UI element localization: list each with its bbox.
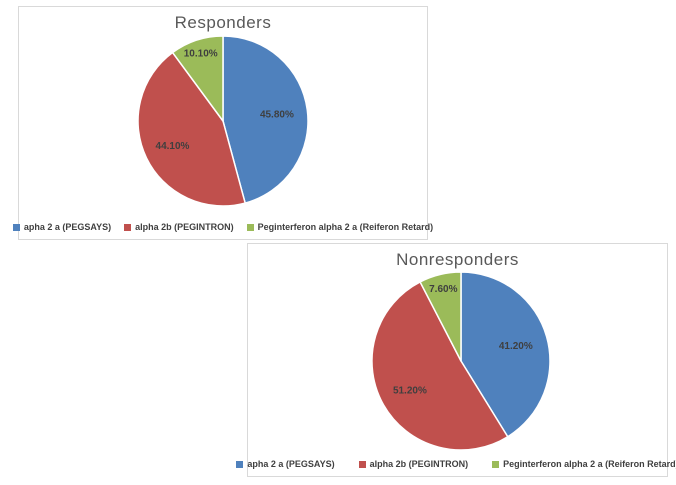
legend-label: alpha 2b (PEGINTRON) [135, 222, 234, 232]
legend-item: apha 2 a (PEGSAYS) [12, 222, 112, 232]
pie-slice-percentage-label: 10.10% [184, 49, 218, 60]
legend-item: Peginterferon alpha 2 a (Reiferon Retard… [492, 459, 676, 469]
chart-title: Nonresponders [396, 250, 519, 269]
legend-swatch-blue [236, 460, 244, 468]
legend-label: apha 2 a (PEGSAYS) [23, 222, 112, 232]
legend-item: alpha 2b (PEGINTRON) [358, 459, 469, 469]
pie-slice-3 [171, 35, 224, 122]
legend-label: apha 2 a (PEGSAYS) [247, 459, 335, 469]
responders-pie: 45.80% 44.10% 10.10% [137, 35, 309, 207]
pie-slice-percentage-label: 41.20% [499, 341, 533, 352]
pie-slice-percentage-label: 45.80% [260, 109, 294, 120]
legend-swatch-red [358, 460, 366, 468]
legend-item: apha 2 a (PEGSAYS) [236, 459, 335, 469]
pie-slice-1 [222, 35, 309, 204]
pie-slice-percentage-label: 51.20% [393, 385, 427, 396]
chart-legend: apha 2 a (PEGSAYS) alpha 2b (PEGINTRON) … [236, 459, 676, 469]
legend-swatch-blue [12, 223, 20, 231]
pie-slice-2 [371, 281, 509, 451]
legend-label: Peginterferon alpha 2 a (Reiferon Retard… [257, 222, 434, 232]
legend-swatch-red [124, 223, 132, 231]
nonresponders-chart: 41.20% 51.20% 7.60% Nonresponders apha 2 a… [236, 243, 676, 477]
nonresponders-pie: 41.20% 51.20% 7.60% [371, 271, 551, 451]
legend-label: alpha 2b (PEGINTRON) [369, 459, 469, 469]
responders-chart: 45.80% 44.10% 10.10% Responders apha 2 a (… [12, 6, 433, 240]
legend-swatch-green [246, 223, 254, 231]
legend-item: alpha 2b (PEGINTRON) [124, 222, 234, 232]
legend-item: Peginterferon alpha 2 a (Reiferon Retard… [246, 222, 434, 232]
pie-slice-1 [460, 271, 551, 438]
legend-swatch-green [492, 460, 500, 468]
pie-slice-3 [419, 271, 462, 362]
pie-slice-percentage-label: 44.10% [156, 141, 190, 152]
chart-title: Responders [174, 13, 272, 32]
pie-slice-2 [137, 51, 246, 207]
legend-label: Peginterferon alpha 2 a (Reiferon Retard… [503, 459, 676, 469]
pie-slice-percentage-label: 7.60% [429, 284, 457, 295]
chart-legend: apha 2 a (PEGSAYS) alpha 2b (PEGINTRON) … [12, 222, 433, 232]
